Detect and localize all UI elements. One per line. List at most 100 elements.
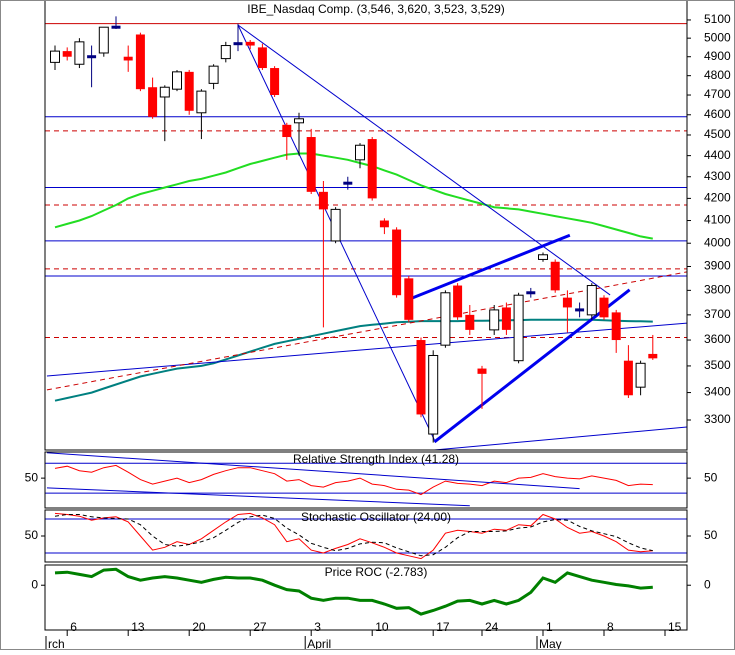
- panel: [45, 452, 687, 507]
- candle-body: [404, 278, 414, 320]
- trend-line: [434, 426, 687, 450]
- candle-body: [562, 297, 572, 308]
- trend-line: [433, 288, 631, 444]
- series-line: [54, 464, 653, 496]
- y-tick-label: 4100: [704, 213, 731, 227]
- candle-body: [233, 42, 243, 46]
- candle-body: [50, 50, 60, 63]
- x-tick-label: 24: [485, 620, 499, 634]
- candle-body: [586, 285, 597, 316]
- panel: [54, 567, 653, 616]
- candle-body: [379, 220, 389, 228]
- series-line: [54, 318, 653, 402]
- x-tick-label: 6: [70, 620, 77, 634]
- candle-body: [245, 41, 255, 46]
- panel-title: IBE_Nasdaq Comp. (3,546, 3,620, 3,523, 3…: [247, 2, 505, 16]
- y-tick-label: 50: [704, 470, 718, 484]
- month-label: April: [307, 637, 331, 650]
- panel-title: Relative Strength Index (41.28): [293, 452, 459, 466]
- candle-body: [392, 229, 402, 296]
- month-label: May: [539, 637, 562, 650]
- y-tick-label-left: 50: [25, 470, 39, 484]
- candle-body: [465, 314, 475, 330]
- candle-body: [196, 90, 207, 114]
- x-tick-label: 1: [546, 620, 553, 634]
- trend-line: [237, 24, 611, 296]
- panel: [45, 16, 687, 450]
- y-tick-label: 5000: [704, 30, 731, 44]
- month-label: rch: [48, 637, 65, 650]
- y-tick-label-left: 50: [25, 528, 39, 542]
- candle-body: [257, 47, 267, 69]
- y-tick-label: 3900: [704, 259, 731, 273]
- candle-body: [148, 87, 158, 117]
- trend-line: [46, 271, 687, 391]
- candle-body: [367, 139, 377, 199]
- panel-frame: [44, 451, 688, 509]
- series-line: [54, 512, 653, 560]
- y-tick-label: 4200: [704, 191, 731, 205]
- trend-line: [46, 487, 470, 507]
- candle-body: [355, 144, 365, 161]
- candle-body: [453, 285, 463, 318]
- candle-body: [172, 71, 182, 90]
- y-tick-label: 4900: [704, 49, 731, 63]
- candle-body: [550, 261, 560, 291]
- y-tick-label: 3400: [704, 385, 731, 399]
- candle-body: [208, 65, 219, 84]
- candle-body: [538, 254, 548, 260]
- x-tick-label: 13: [131, 620, 145, 634]
- candle-body: [416, 340, 426, 415]
- panel-title: Stochastic Oscillator (24.00): [301, 510, 451, 524]
- candle-body: [87, 55, 97, 59]
- y-tick-label: 0: [704, 577, 711, 591]
- panel: [45, 512, 687, 560]
- candle-body: [501, 307, 511, 330]
- y-tick-label: 4300: [704, 169, 731, 183]
- candle-body: [575, 308, 585, 312]
- y-tick-label: 4000: [704, 235, 731, 249]
- series-line: [54, 567, 653, 616]
- y-tick-label: 3700: [704, 307, 731, 321]
- candle-body: [123, 56, 133, 61]
- candle-body: [599, 297, 609, 318]
- candle-body: [440, 292, 451, 346]
- candle-body: [111, 25, 121, 29]
- y-tick-label: 3600: [704, 332, 731, 346]
- candle-body: [270, 68, 280, 96]
- y-tick-label: 3300: [704, 412, 731, 426]
- candle-body: [282, 124, 292, 138]
- trend-line: [46, 322, 687, 377]
- x-tick-label: 10: [375, 620, 389, 634]
- x-tick-label: 3: [314, 620, 321, 634]
- candle-body: [477, 368, 487, 374]
- y-tick-label-left: 0: [31, 577, 38, 591]
- candle-body: [526, 291, 536, 295]
- y-tick-label: 3800: [704, 283, 731, 297]
- panel-frame: [44, 0, 688, 451]
- y-tick-label: 4400: [704, 148, 731, 162]
- candle-body: [62, 51, 72, 57]
- x-tick-label: 27: [253, 620, 267, 634]
- series-line: [54, 152, 653, 240]
- x-tick-label: 20: [192, 620, 206, 634]
- y-tick-label: 4500: [704, 127, 731, 141]
- candle-body: [330, 208, 341, 242]
- y-tick-label: 50: [704, 528, 718, 542]
- y-tick-label: 4700: [704, 87, 731, 101]
- y-tick-label: 3500: [704, 358, 731, 372]
- panel-title: Price ROC (-2.783): [325, 565, 428, 579]
- candle-body: [648, 353, 658, 359]
- series-line: [54, 514, 653, 557]
- candle-body: [428, 354, 439, 435]
- y-tick-label: 5100: [704, 12, 731, 26]
- candle-body: [611, 312, 621, 341]
- x-tick-label: 15: [668, 620, 682, 634]
- candle-body: [623, 360, 633, 396]
- trend-line: [409, 233, 571, 301]
- candle-body: [74, 41, 85, 65]
- candle-body: [184, 71, 194, 111]
- x-tick-label: 8: [607, 620, 614, 634]
- candle-body: [343, 181, 353, 185]
